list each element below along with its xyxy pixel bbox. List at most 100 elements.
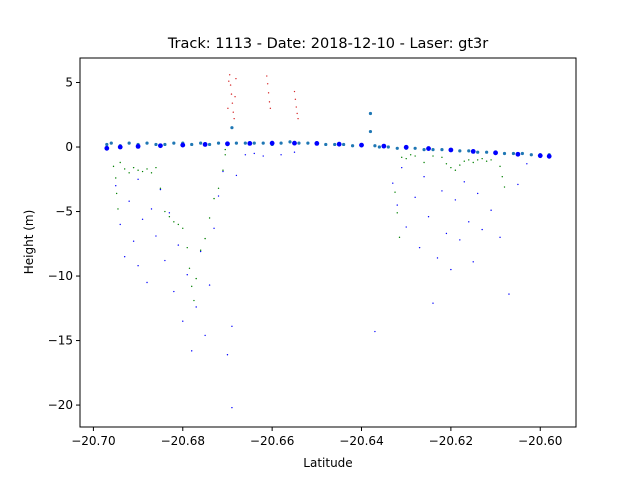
data-point [268,101,271,103]
data-point [191,285,193,288]
data-point [441,190,443,192]
x-tick-label: −20.68 [161,434,205,448]
data-point [230,93,233,95]
data-point [207,142,212,147]
data-point [128,172,130,174]
data-point [537,153,543,159]
data-point [247,141,253,146]
data-point [225,141,230,147]
data-point [123,255,126,258]
data-point [159,187,162,190]
data-point [227,107,229,110]
data-point [235,174,238,177]
data-point [508,293,510,295]
data-point [395,146,399,150]
data-point [132,166,135,169]
data-point [423,176,425,178]
x-axis-label: Latitude [303,456,352,470]
data-point [177,244,180,246]
data-point [403,144,409,150]
data-point [159,188,162,191]
data-point [499,165,501,168]
data-point [119,161,121,164]
data-point [195,306,197,308]
data-point [297,141,301,145]
data-point [231,102,234,104]
y-tick-label: 5 [65,76,73,90]
data-point [493,150,498,156]
data-point [228,74,231,76]
data-point [128,200,130,202]
data-point [454,199,457,201]
data-point [115,185,117,187]
data-point [350,144,355,148]
data-point [217,187,220,190]
data-point [261,141,265,145]
plot-frame [79,57,577,428]
data-point [401,166,403,169]
data-point [180,142,186,148]
data-point [269,107,272,110]
data-point [401,156,403,159]
data-point [186,246,188,249]
data-point [336,141,342,147]
data-point [392,182,394,184]
data-point [490,159,492,161]
data-point [405,226,407,228]
data-point [454,169,457,171]
data-point [188,267,191,269]
data-point [172,141,176,145]
data-point [112,165,115,168]
data-point [244,154,247,156]
data-point [234,141,238,145]
data-point [520,151,524,156]
x-tick-label: −20.60 [518,434,562,448]
data-point [368,111,373,116]
data-point [414,196,416,199]
data-point [476,192,479,195]
data-point [115,192,118,195]
data-point [141,218,144,220]
data-point [199,250,202,253]
data-point [314,141,320,146]
data-point [163,142,167,147]
data-point [292,140,297,146]
data-point [253,152,255,155]
data-point [231,325,233,328]
data-point [526,163,528,165]
data-point [224,154,226,156]
data-point [164,210,166,213]
data-point [501,176,503,178]
data-point [132,240,135,242]
data-point [213,197,215,200]
data-point [499,236,501,239]
data-point [436,257,439,259]
data-point [186,274,188,276]
y-tick-label: −15 [48,334,73,348]
data-point [297,117,299,120]
data-point [228,80,230,82]
data-point [426,146,431,151]
data-point [476,150,480,154]
data-point [386,145,390,149]
data-point [243,141,247,145]
data-point [269,140,275,146]
data-point [235,77,237,80]
plot-area [80,58,576,427]
data-point [517,183,519,186]
data-point [427,216,430,218]
data-point [234,96,236,98]
data-point [472,261,474,263]
data-point [202,142,208,147]
data-point [450,268,452,271]
data-point [490,209,492,211]
data-point [208,284,211,286]
data-point [222,169,224,171]
data-point [164,259,166,262]
data-point [405,157,407,160]
data-point [296,112,298,115]
data-point [368,129,373,134]
data-point [173,290,175,293]
data-point [233,117,235,120]
